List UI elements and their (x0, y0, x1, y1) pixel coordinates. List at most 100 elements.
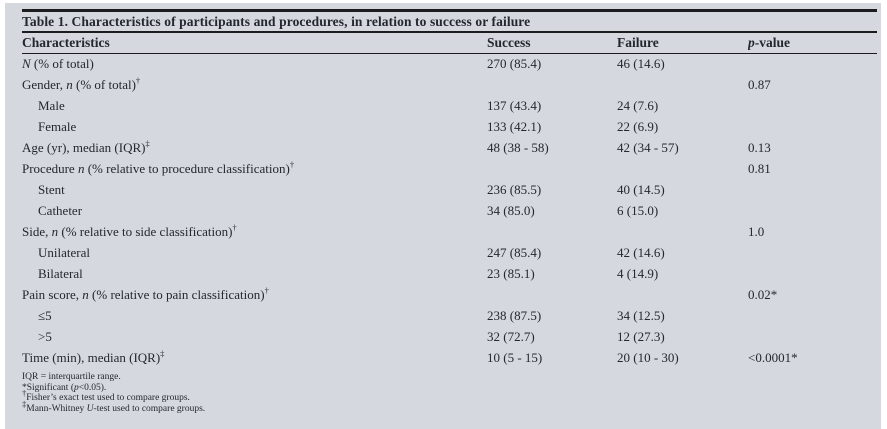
failure-value-cell (617, 158, 748, 179)
text-segment: ‡ (145, 138, 150, 149)
failure-value-cell: 12 (27.3) (617, 328, 665, 344)
text-segment: Unilateral (38, 244, 90, 260)
text-segment: (% relative to procedure classification) (84, 160, 290, 176)
text-segment: n (77, 160, 85, 176)
pvalue-cell: <0.0001* (748, 349, 798, 365)
pvalue-cell (748, 179, 877, 200)
failure-value-cell (617, 221, 748, 242)
success-value-cell (487, 74, 617, 95)
success-value-cell: 32 (72.7) (487, 328, 535, 344)
table-row: Side, n (% relative to side classificati… (22, 221, 877, 242)
pvalue-cell (748, 326, 877, 347)
pvalue-cell (748, 116, 877, 137)
success-value-cell: 270 (85.4) (487, 55, 542, 71)
row-label: >5 (22, 329, 52, 344)
row-label-cell: Stent (22, 179, 487, 200)
pvalue-cell (748, 242, 877, 263)
success-value-cell: 238 (87.5) (487, 307, 542, 323)
row-label-cell: Time (min), median (IQR)‡ (22, 347, 487, 368)
row-label-cell: Unilateral (22, 242, 487, 263)
text-segment: Time (min), median (IQR) (22, 349, 161, 365)
failure-value-cell: 46 (14.6) (617, 55, 665, 71)
row-label-cell: Bilateral (22, 263, 487, 284)
text-segment: Mann-Whitney (26, 403, 87, 414)
text-segment: (% relative to pain classification) (88, 286, 265, 302)
header-row: Characteristics Success Failure p-value (22, 33, 877, 54)
text-segment: U (86, 403, 94, 414)
text-segment: † (22, 388, 27, 398)
text-segment: Bilateral (38, 265, 83, 281)
text-segment: Male (38, 97, 65, 113)
text-segment: IQR = interquartile range. (22, 372, 121, 382)
table-row: >5 32 (72.7) 12 (27.3) (22, 326, 877, 347)
table-row: Procedure n (% relative to procedure cla… (22, 158, 877, 179)
text-segment: -value (754, 34, 790, 50)
pvalue-cell: 0.02* (748, 286, 778, 302)
text-segment: n (51, 223, 59, 239)
row-label: Side, n (% relative to side classificati… (22, 223, 237, 239)
text-segment: Fisher’s exact test used to compare grou… (26, 393, 190, 404)
text-segment: ‡ (160, 348, 165, 359)
text-segment: n (66, 76, 73, 92)
text-segment: † (135, 75, 141, 86)
row-label: Procedure n (% relative to procedure cla… (22, 159, 295, 176)
pvalue-cell (748, 200, 877, 221)
text-segment: -test used to compare groups. (93, 403, 206, 414)
failure-value-cell: 40 (14.5) (617, 181, 665, 197)
col-header-pvalue: p-value (748, 33, 877, 54)
table-row: Male 137 (43.4) 24 (7.6) (22, 95, 877, 116)
text-segment: p (748, 34, 755, 50)
footnote-line: †Fisher’s exact test used to compare gro… (22, 389, 877, 404)
failure-value-cell: 24 (7.6) (617, 97, 659, 113)
text-segment: p (73, 382, 79, 393)
row-label-cell: N (% of total) (22, 53, 487, 74)
success-value-cell: 133 (42.1) (487, 118, 542, 134)
row-label-cell: >5 (22, 326, 487, 347)
table-row: Catheter 34 (85.0) 6 (15.0) (22, 200, 877, 221)
text-segment: Failure (617, 34, 659, 50)
row-label: Stent (22, 182, 65, 197)
success-value-cell: 48 (38 - 58) (487, 139, 549, 155)
row-label: Male (22, 98, 65, 113)
success-value-cell (487, 158, 617, 179)
row-label: Gender, n (% of total)† (22, 75, 141, 92)
text-segment: Pain score, (22, 286, 83, 302)
text-segment: Stent (38, 181, 65, 197)
row-label-cell: Female (22, 116, 487, 137)
footnote-line: *Significant (p<0.05). (22, 383, 877, 394)
table-top-rule (22, 9, 877, 12)
text-segment: *Significant ( (22, 382, 74, 393)
table-content: Table 1. Characteristics of participants… (5, 9, 881, 414)
col-header-characteristics: Characteristics (22, 33, 487, 54)
text-segment: n (82, 286, 89, 302)
text-segment: N (22, 55, 31, 71)
text-segment: (% of total) (30, 55, 94, 71)
row-label-cell: Procedure n (% relative to procedure cla… (22, 158, 487, 179)
table-row: Female 133 (42.1) 22 (6.9) (22, 116, 877, 137)
table-row: Stent 236 (85.5) 40 (14.5) (22, 179, 877, 200)
failure-value-cell: 34 (12.5) (617, 307, 665, 323)
text-segment: Success (487, 34, 531, 50)
title-divider-rule (22, 31, 877, 33)
text-segment: <0.05). (78, 382, 107, 393)
text-segment: Catheter (38, 202, 83, 218)
text-segment: † (289, 159, 295, 170)
failure-value-cell: 22 (6.9) (617, 118, 659, 134)
pvalue-cell (748, 53, 877, 74)
success-value-cell: 10 (5 - 15) (487, 349, 543, 365)
row-label: Age (yr), median (IQR)‡ (22, 138, 150, 155)
success-value-cell: 137 (43.4) (487, 97, 542, 113)
table-title: Table 1. Characteristics of participants… (22, 14, 531, 29)
row-label: Female (22, 119, 76, 134)
failure-value-cell: 6 (15.0) (617, 202, 659, 218)
failure-value-cell: 42 (14.6) (617, 244, 665, 260)
failure-value-cell: 42 (34 - 57) (617, 139, 679, 155)
pvalue-cell: 0.87 (748, 76, 771, 92)
failure-value-cell: 4 (14.9) (617, 265, 659, 281)
success-value-cell (487, 284, 617, 305)
row-label: Unilateral (22, 245, 90, 260)
success-value-cell: 23 (85.1) (487, 265, 535, 281)
success-value-cell (487, 221, 617, 242)
text-segment: ≤5 (38, 307, 52, 323)
table-row: Age (yr), median (IQR)‡ 48 (38 - 58) 42 … (22, 137, 877, 158)
